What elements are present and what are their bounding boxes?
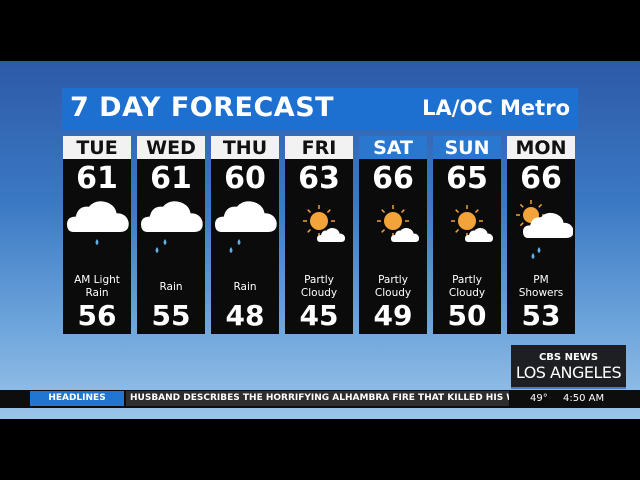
day-label: FRI <box>285 136 353 159</box>
forecast-header: 7 DAY FORECAST LA/OC Metro <box>62 88 578 130</box>
condition-label: Partly Cloudy <box>374 274 412 299</box>
condition-text: Rain <box>137 273 205 301</box>
current-temp: 49° <box>530 393 548 404</box>
condition-label: Rain <box>233 280 257 293</box>
high-temp: 65 <box>446 161 488 196</box>
page-title: 7 DAY FORECAST <box>70 92 335 123</box>
day-column-tue: TUE 61 AM Light Rain 56 <box>63 136 131 334</box>
day-column-sat: SAT 66 Partly Cloudy 49 <box>359 136 427 334</box>
low-temp: 55 <box>151 299 191 332</box>
day-label: SAT <box>359 136 427 159</box>
day-column-thu: THU 60 Rain 48 <box>211 136 279 334</box>
station-logo: CBS NEWS LOS ANGELES <box>511 345 626 389</box>
condition-label: Partly Cloudy <box>300 274 338 299</box>
news-ticker: HEADLINES HUSBAND DESCRIBES THE HORRIFYI… <box>0 390 640 408</box>
rain-cloud-icon <box>67 201 129 245</box>
day-label: MON <box>507 136 575 159</box>
day-panel: 61 AM Light Rain 56 <box>63 159 131 334</box>
sun-showers-icon <box>516 200 573 259</box>
day-column-fri: FRI 63 Partly Cloudy 45 <box>285 136 353 334</box>
rain-cloud-icon <box>141 201 203 253</box>
high-temp: 63 <box>298 161 340 196</box>
low-temp: 53 <box>521 299 561 332</box>
condition-text: Partly Cloudy <box>433 273 501 301</box>
low-temp: 49 <box>373 299 413 332</box>
high-temp: 60 <box>224 161 266 196</box>
condition-label: Partly Cloudy <box>448 274 486 299</box>
partly-cloudy-icon <box>377 205 420 242</box>
condition-text: Partly Cloudy <box>359 273 427 301</box>
city-name: LOS ANGELES <box>515 363 622 382</box>
condition-label: PM Showers <box>518 274 564 299</box>
rain-cloud-icon <box>215 201 277 253</box>
day-label: THU <box>211 136 279 159</box>
low-temp: 48 <box>225 299 265 332</box>
day-panel: 66 Partly Cloudy 49 <box>359 159 427 334</box>
network-name: CBS NEWS <box>538 352 599 363</box>
condition-text: PM Showers <box>507 273 575 301</box>
day-column-sun: SUN 65 Partly Cloudy 50 <box>433 136 501 334</box>
day-label: TUE <box>63 136 131 159</box>
high-temp: 61 <box>150 161 192 196</box>
day-column-wed: WED 61 Rain 55 <box>137 136 205 334</box>
headlines-label: HEADLINES <box>30 391 124 406</box>
current-time: 4:50 AM <box>563 393 605 404</box>
region-label: LA/OC Metro <box>422 96 570 120</box>
partly-cloudy-icon <box>303 205 346 242</box>
day-label: WED <box>137 136 205 159</box>
low-temp: 56 <box>77 299 117 332</box>
day-column-mon: MON 66 PM Showers 53 <box>507 136 575 334</box>
condition-text: AM Light Rain <box>63 273 131 301</box>
day-panel: 60 Rain 48 <box>211 159 279 334</box>
partly-cloudy-icon <box>451 205 494 242</box>
condition-text: Partly Cloudy <box>285 273 353 301</box>
condition-text: Rain <box>211 273 279 301</box>
condition-label: AM Light Rain <box>74 274 120 299</box>
day-label: SUN <box>433 136 501 159</box>
high-temp: 61 <box>76 161 118 196</box>
high-temp: 66 <box>372 161 414 196</box>
day-panel: 61 Rain 55 <box>137 159 205 334</box>
headline-text: HUSBAND DESCRIBES THE HORRIFYING ALHAMBR… <box>126 391 509 406</box>
high-temp: 66 <box>520 161 562 196</box>
day-panel: 66 PM Showers 53 <box>507 159 575 334</box>
low-temp: 50 <box>447 299 487 332</box>
day-panel: 63 Partly Cloudy 45 <box>285 159 353 334</box>
day-panel: 65 Partly Cloudy 50 <box>433 159 501 334</box>
condition-label: Rain <box>159 280 183 293</box>
low-temp: 45 <box>299 299 339 332</box>
